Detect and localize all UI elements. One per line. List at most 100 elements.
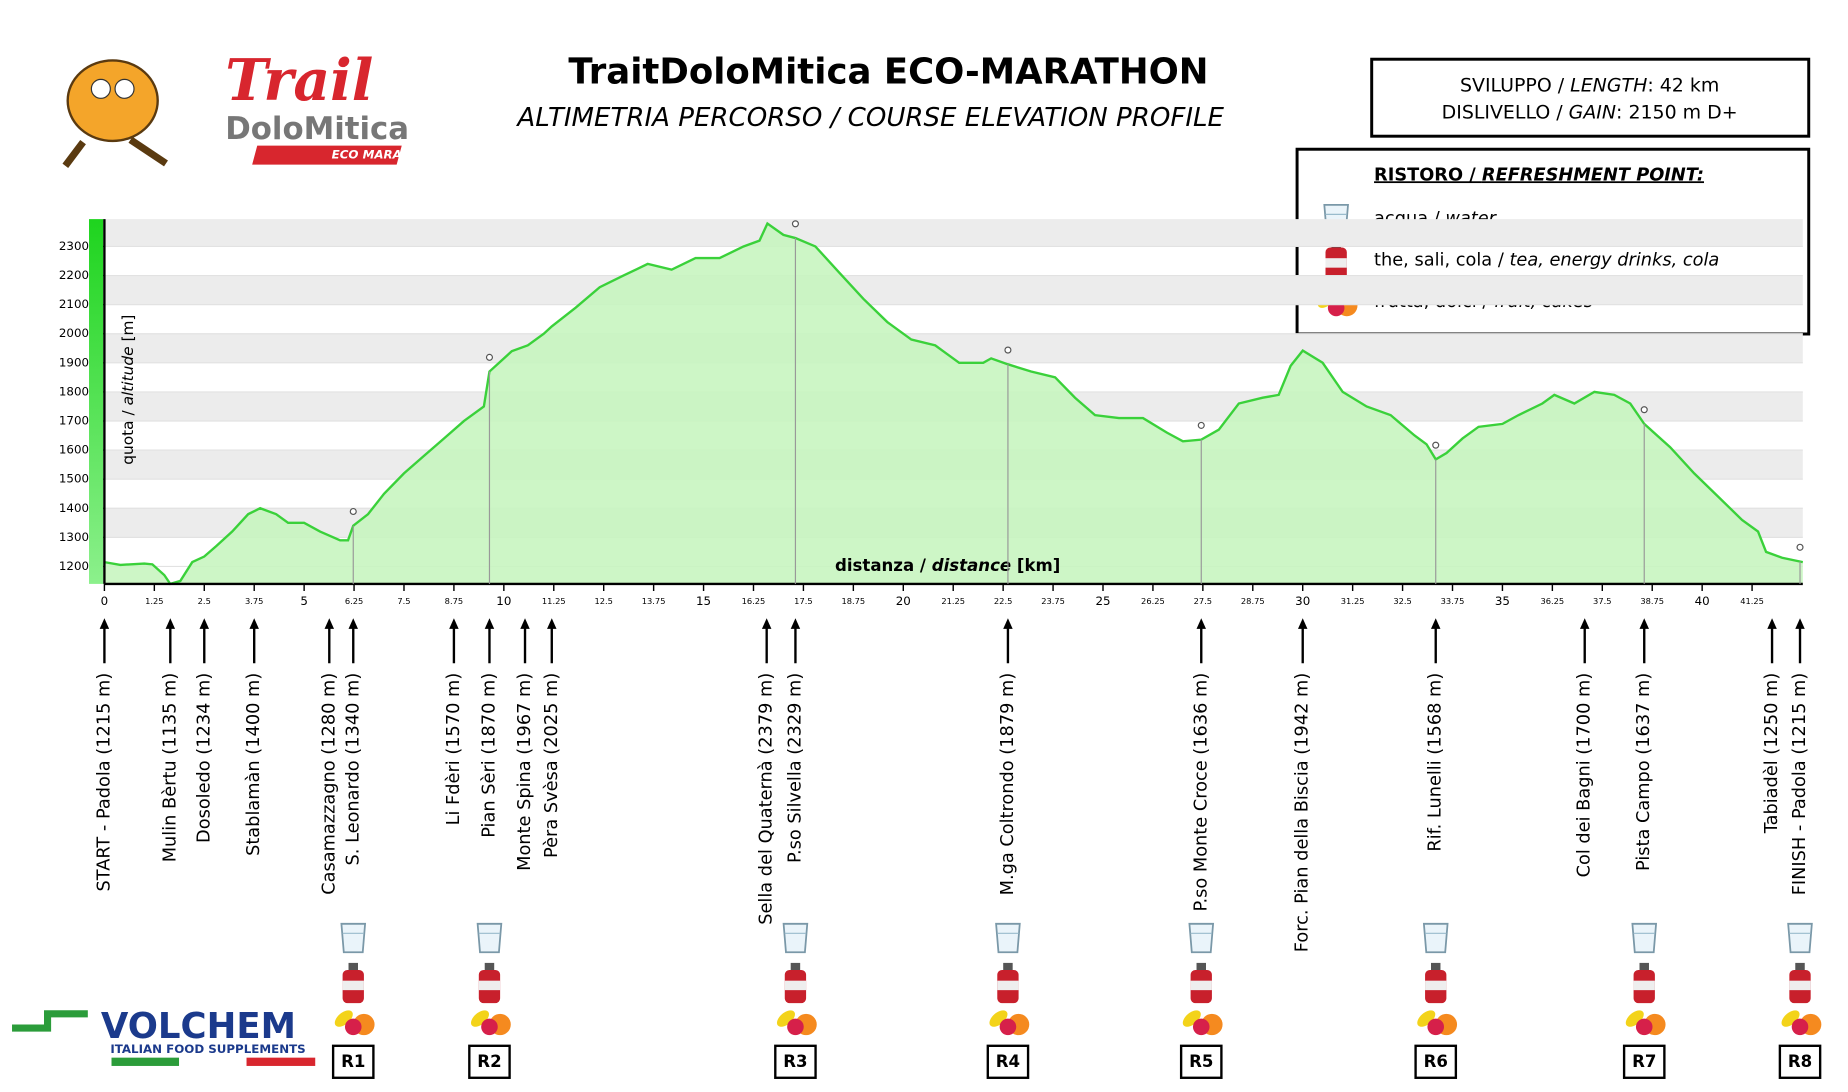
landmark-arrowhead [790, 618, 801, 629]
icon-fruit [1182, 1010, 1201, 1027]
icon-fruit [344, 1018, 362, 1036]
x-tick-label: 21.25 [941, 596, 965, 606]
refreshment-marker [1004, 346, 1012, 354]
y-tick-label: 1300 [59, 530, 89, 544]
icon-fruit [1791, 1018, 1809, 1036]
x-tick-label: 5 [300, 594, 308, 608]
refreshment-box [774, 1044, 817, 1079]
refreshment-box [331, 1044, 375, 1079]
x-tick-label: 31.25 [1341, 596, 1365, 606]
y-tick-label: 2100 [59, 297, 89, 311]
icon-drink [348, 962, 358, 971]
landmark-arrowhead [1430, 618, 1441, 629]
x-tick-label: 22.5 [994, 596, 1012, 606]
landmark-label: Pista Campo (1637 m) [1634, 673, 1654, 871]
landmark-arrowhead [99, 618, 110, 629]
icon-water [1188, 922, 1215, 954]
grid-band [104, 219, 1803, 247]
landmark-label: Forc. Pian della Biscia (1942 m) [1293, 673, 1313, 953]
icon-drink [478, 980, 501, 991]
landmark-arrowhead [1579, 618, 1590, 629]
legend-item-en: tea, energy drinks, cola [1509, 251, 1719, 271]
y-axis-label-it: quota / [119, 405, 137, 464]
sponsor-name: VOLCHEM [101, 1006, 296, 1047]
x-tick-label: 30 [1295, 594, 1310, 608]
refreshment-marker [1640, 406, 1648, 414]
profile-line [104, 221, 1804, 586]
refreshment-box [468, 1044, 511, 1079]
refreshment-label: R3 [783, 1052, 807, 1071]
x-tick-label: 3.75 [245, 596, 263, 606]
y-axis-label: quota / altitude [m] [119, 315, 137, 465]
icon-water [1422, 922, 1449, 954]
x-tick-label: 40 [1695, 594, 1710, 608]
icon-fruit [1781, 1010, 1800, 1027]
y-tick-label: 2000 [59, 326, 89, 340]
refreshment-label: R6 [1424, 1052, 1448, 1071]
x-axis-label-en: distance [932, 556, 1011, 575]
landmark-arrowhead [761, 618, 772, 629]
refreshment-marker [485, 353, 494, 361]
y-tick-label: 1500 [59, 472, 89, 486]
refreshment-label: R8 [1788, 1052, 1812, 1071]
landmark-arrowhead [199, 618, 210, 629]
icon-fruit [776, 1010, 795, 1027]
landmark-arrowhead [324, 618, 335, 629]
x-tick-label: 26.25 [1141, 596, 1165, 606]
landmark-label: Sella del Quaternà (2379 m) [757, 673, 777, 925]
landmark-label: Rif. Lunelli (1568 m) [1426, 673, 1446, 852]
x-tick-label: 23.75 [1041, 596, 1065, 606]
refreshment-marker [1432, 441, 1440, 449]
icon-fruit [481, 1018, 498, 1036]
x-tick-label: 8.75 [445, 596, 463, 606]
landmark-arrowhead [484, 618, 495, 629]
icon-drink [1003, 962, 1013, 971]
refreshment-label: R5 [1189, 1052, 1213, 1071]
landmark-label: Monte Spina (1967 m) [515, 673, 535, 871]
refreshment-label: R4 [996, 1052, 1020, 1071]
info-line: DISLIVELLO / GAIN: 2150 m D+ [1442, 101, 1738, 123]
x-tick-label: 10 [496, 594, 511, 608]
y-tick-label: 2200 [59, 268, 89, 282]
icon-drink [1190, 980, 1212, 991]
x-axis-label-unit: [km] [1011, 556, 1060, 575]
landmark-label: Pian Sèri (1870 m) [479, 673, 499, 838]
title: TraitDoloMitica ECO-MARATHON [568, 51, 1208, 92]
x-tick-label: 12.5 [594, 596, 612, 606]
y-tick-label: 2300 [59, 239, 89, 253]
y-tick-label: 1400 [59, 501, 89, 515]
landmark-arrowhead [1297, 618, 1308, 629]
x-tick-label: 17.5 [794, 596, 812, 606]
icon-drink [1633, 980, 1655, 991]
info-line: SVILUPPO / LENGTH: 42 km [1460, 74, 1719, 96]
x-tick-label: 6.25 [345, 596, 363, 606]
y-axis-label-unit: [m] [119, 315, 137, 347]
x-tick-label: 27.5 [1194, 596, 1212, 606]
logo: Trail DoloMitica ECO MARATHON [62, 48, 439, 168]
landmark-label: Tabiadèl (1250 m) [1762, 673, 1782, 835]
info-en: GAIN [1569, 101, 1616, 123]
sponsor-tagline: ITALIAN FOOD SUPPLEMENTS [110, 1042, 305, 1056]
y-axis-label-en: altitude [119, 346, 137, 405]
landmark-arrowhead [249, 618, 259, 629]
icon-fruit [1427, 1018, 1445, 1036]
x-tick-label: 38.75 [1640, 596, 1664, 606]
landmark-arrowhead [547, 618, 557, 629]
info-box [1370, 57, 1811, 138]
x-tick-label: 18.75 [841, 596, 865, 606]
refreshment-marker [349, 507, 357, 516]
x-tick-label: 1.25 [145, 596, 163, 606]
x-axis-label: distanza / distance [km] [835, 556, 1060, 575]
landmark-label: Dosoledo (1234 m) [194, 673, 214, 843]
x-tick-label: 0 [101, 594, 109, 608]
x-axis-label-it: distanza / [835, 556, 932, 575]
refreshment-box [1414, 1044, 1458, 1079]
icon-drink [784, 980, 807, 991]
icon-fruit [1192, 1018, 1210, 1036]
legend-title: RISTORO / REFRESHMENT POINT: [1374, 165, 1704, 185]
landmark-arrowhead [520, 618, 530, 629]
icon-water [340, 922, 367, 954]
landmark-arrowhead [449, 618, 459, 629]
refreshment-label: R2 [477, 1052, 501, 1071]
